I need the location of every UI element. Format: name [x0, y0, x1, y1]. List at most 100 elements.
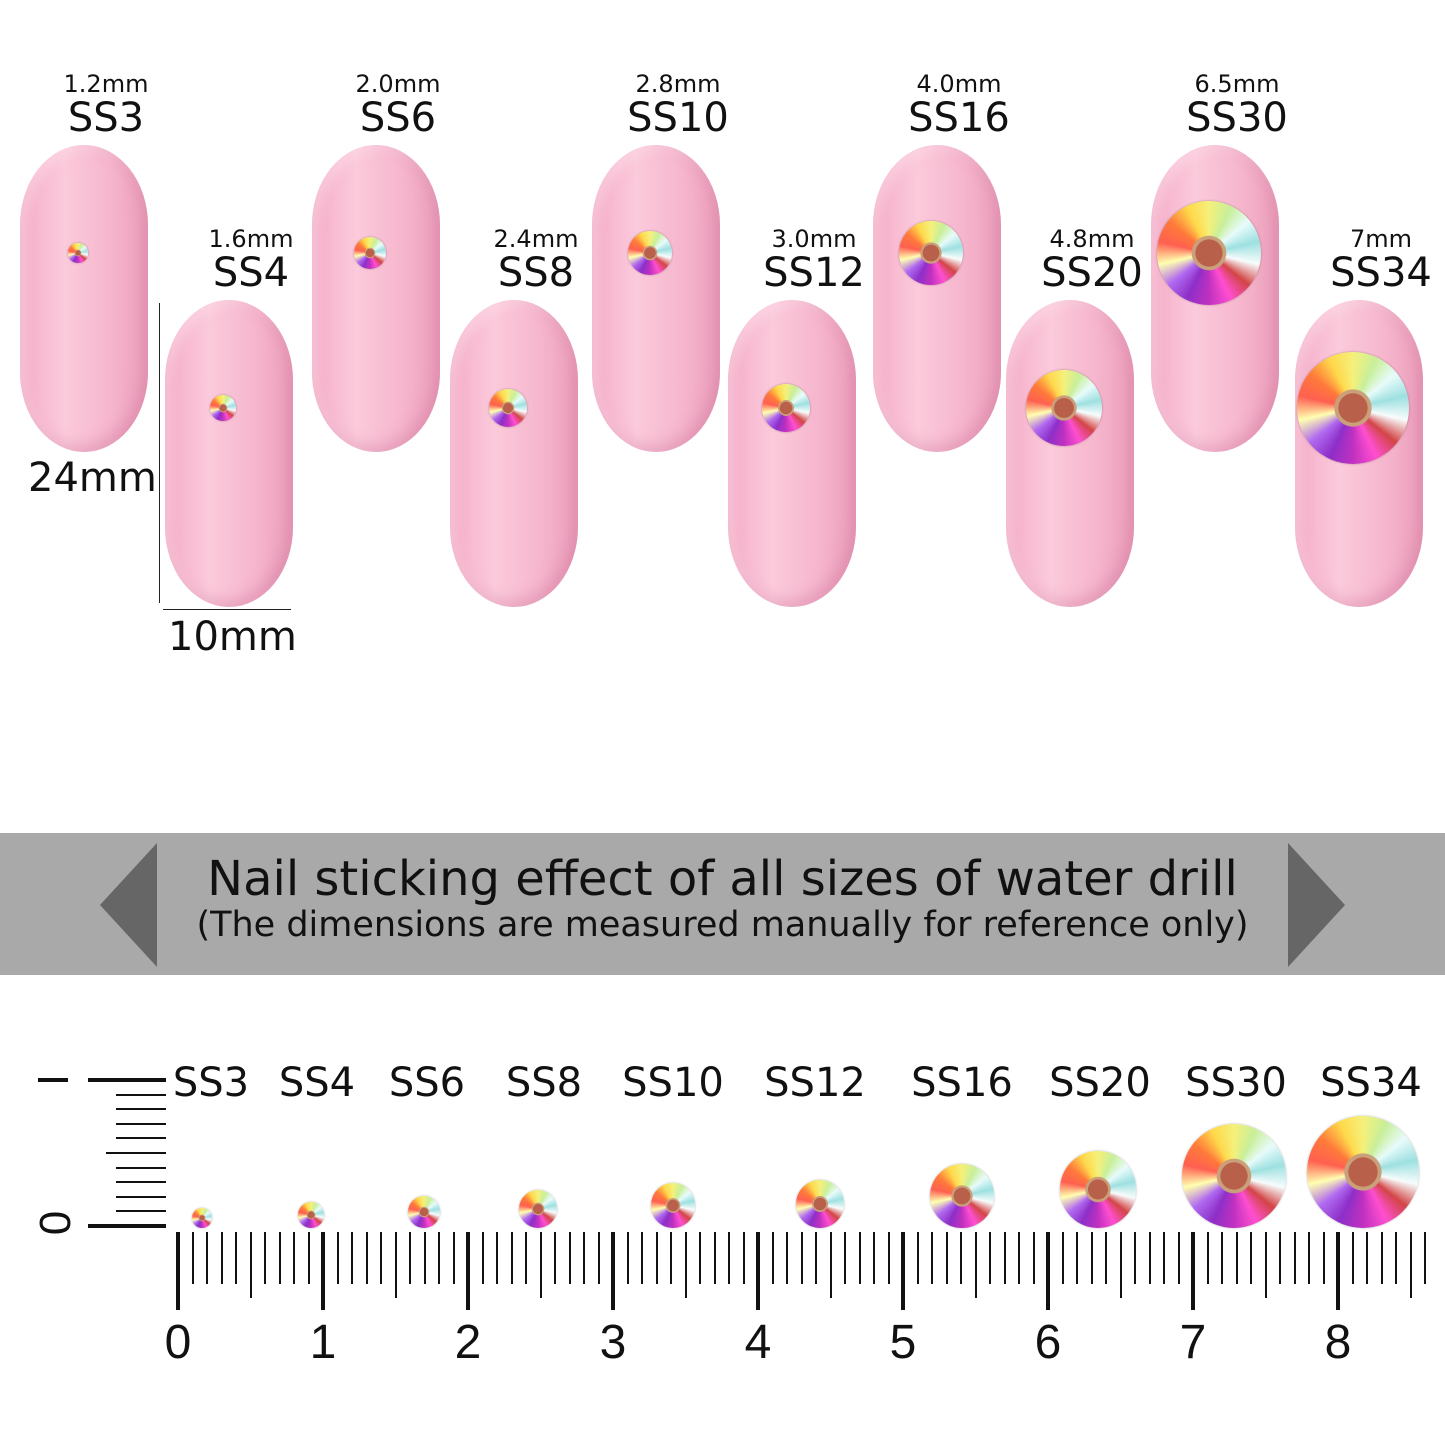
ruler-tick [756, 1232, 760, 1310]
size-code-label: SS16 [908, 95, 1010, 141]
size-code-label: SS30 [1186, 95, 1288, 141]
rhinestone-icon [650, 1183, 696, 1228]
ruler-tick [887, 1232, 890, 1284]
ruler-tick [568, 1232, 571, 1284]
ruler-tick [1221, 1232, 1223, 1284]
ruler-tick [728, 1232, 730, 1284]
ruler-tick [1424, 1232, 1426, 1284]
size-mm-label: 6.5mm [1194, 70, 1280, 98]
ruler-tick [1177, 1232, 1180, 1284]
nail-ss10 [592, 145, 720, 452]
ruler-tick [554, 1232, 556, 1284]
height-dimension-label: 24mm [28, 455, 157, 501]
vertical-ruler-tick [116, 1181, 166, 1184]
ruler-tick [380, 1232, 382, 1284]
ruler-tick [191, 1232, 194, 1284]
ruler-tick [960, 1232, 962, 1284]
banner: Nail sticking effect of all sizes of wat… [0, 833, 1445, 975]
vertical-ruler-tick [88, 1078, 166, 1082]
banner-subtitle: (The dimensions are measured manually fo… [196, 905, 1249, 945]
ruler-tick [699, 1232, 701, 1284]
nail-ss6 [312, 145, 440, 452]
ruler-tick [597, 1232, 600, 1284]
ruler-tick [611, 1232, 615, 1310]
ruler-number: 1 [309, 1316, 337, 1369]
size-code-label: SS8 [497, 250, 575, 296]
ruler-size-label: SS30 [1185, 1060, 1287, 1106]
ruler-tick [931, 1232, 933, 1284]
size-code-label: SS3 [67, 95, 145, 141]
height-dimension-line [159, 303, 160, 603]
size-mm-label: 1.2mm [63, 70, 149, 98]
ruler-tick [655, 1232, 658, 1284]
ruler-number: 2 [454, 1316, 482, 1369]
ruler-tick [264, 1232, 266, 1284]
rhinestone-icon [1297, 352, 1409, 464]
size-code-label: SS10 [627, 95, 729, 141]
left-arrow-icon [100, 843, 157, 967]
width-dimension-label: 10mm [168, 614, 297, 660]
ruler-size-label: SS3 [172, 1060, 250, 1106]
vertical-ruler-tick [106, 1152, 166, 1154]
vertical-ruler-tick [116, 1137, 166, 1140]
ruler-tick [1322, 1232, 1325, 1284]
ruler-tick [1279, 1232, 1281, 1284]
ruler-tick [670, 1232, 672, 1284]
nail-ss20 [1006, 300, 1134, 607]
ruler-tick [235, 1232, 237, 1284]
ruler-tick [945, 1232, 948, 1284]
ruler-tick [1336, 1232, 1340, 1310]
ruler-size-label: SS20 [1049, 1060, 1151, 1106]
ruler-tick [1003, 1232, 1006, 1284]
ruler-tick [1105, 1232, 1107, 1284]
rhinestone-icon [1157, 201, 1261, 305]
vertical-ruler-tick [116, 1093, 166, 1096]
ruler-tick [409, 1232, 411, 1284]
size-code-label: SS4 [212, 250, 290, 296]
ruler-tick [1148, 1232, 1151, 1284]
size-mm-label: 4.0mm [916, 70, 1002, 98]
ruler-tick [916, 1232, 919, 1284]
vertical-ruler-number: 0 [30, 1210, 80, 1236]
ruler-tick [336, 1232, 339, 1284]
ruler-tick [206, 1232, 208, 1284]
ruler-tick [1046, 1232, 1050, 1310]
ruler-tick [742, 1232, 745, 1284]
ruler-tick [786, 1232, 788, 1284]
vertical-ruler-tick [116, 1195, 166, 1198]
ruler-number: 8 [1324, 1316, 1352, 1369]
ruler-tick [713, 1232, 716, 1284]
ruler-tick [1235, 1232, 1238, 1284]
ruler-tick [539, 1232, 542, 1298]
ruler-number: 7 [1179, 1316, 1207, 1369]
vertical-ruler-tick [116, 1210, 166, 1213]
vertical-ruler-tick [116, 1122, 166, 1125]
ruler-tick [1119, 1232, 1122, 1298]
ruler-tick [829, 1232, 832, 1298]
rhinestone-icon [68, 243, 88, 263]
ruler-tick [1134, 1232, 1136, 1284]
ruler-size-label: SS34 [1320, 1060, 1422, 1106]
rhinestone-icon [488, 388, 528, 428]
size-mm-label: 3.0mm [771, 225, 857, 253]
size-mm-label: 7mm [1349, 225, 1413, 253]
ruler-tick [1351, 1232, 1354, 1284]
rhinestone-icon [796, 1180, 844, 1228]
ruler-tick [1264, 1232, 1267, 1298]
ruler-tick [684, 1232, 687, 1298]
ruler-tick [1250, 1232, 1252, 1284]
ruler-tick [525, 1232, 527, 1284]
ruler-tick [394, 1232, 397, 1298]
ruler-number: 6 [1034, 1316, 1062, 1369]
vertical-ruler-tick [38, 1078, 68, 1082]
ruler-number: 0 [164, 1316, 192, 1369]
ruler-tick [1018, 1232, 1020, 1284]
size-code-label: SS6 [359, 95, 437, 141]
ruler-tick [452, 1232, 455, 1284]
vertical-ruler-tick [88, 1224, 166, 1228]
ruler-tick [1076, 1232, 1078, 1284]
ruler-tick [1090, 1232, 1093, 1284]
rhinestone-icon [192, 1208, 212, 1228]
ruler-size-label: SS4 [278, 1060, 356, 1106]
